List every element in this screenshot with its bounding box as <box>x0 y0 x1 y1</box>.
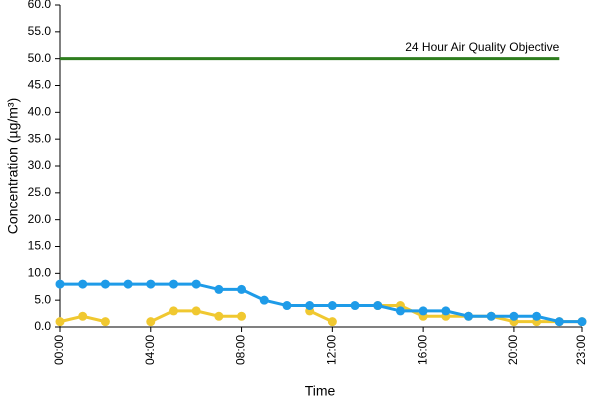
y-tick-label: 30.0 <box>28 158 52 172</box>
data-point <box>55 317 65 327</box>
y-tick-label: 40.0 <box>28 105 52 119</box>
data-point <box>350 301 360 311</box>
data-point <box>373 301 383 311</box>
y-tick-label: 15.0 <box>28 239 52 253</box>
data-point <box>78 311 88 321</box>
y-tick-label: 45.0 <box>28 78 52 92</box>
data-point <box>168 306 178 316</box>
data-point <box>237 284 247 294</box>
data-point <box>100 279 110 289</box>
data-point <box>259 295 269 305</box>
data-point <box>214 311 224 321</box>
data-point <box>282 301 292 311</box>
y-tick-label: 50.0 <box>28 51 52 65</box>
x-tick-label: 23:00 <box>574 335 588 365</box>
data-point <box>191 279 201 289</box>
data-point <box>327 317 337 327</box>
data-point <box>418 306 428 316</box>
data-point <box>395 306 405 316</box>
data-point <box>327 301 337 311</box>
y-tick-label: 20.0 <box>28 212 52 226</box>
data-point <box>509 311 519 321</box>
data-point <box>168 279 178 289</box>
y-tick-label: 35.0 <box>28 131 52 145</box>
data-point <box>123 279 133 289</box>
x-tick-label: 12:00 <box>325 335 339 365</box>
data-point <box>554 317 564 327</box>
x-tick-label: 08:00 <box>234 335 248 365</box>
data-point <box>100 317 110 327</box>
x-tick-label: 20:00 <box>506 335 520 365</box>
data-point <box>486 311 496 321</box>
data-point <box>214 284 224 294</box>
data-point <box>464 311 474 321</box>
x-tick-label: 00:00 <box>52 335 66 365</box>
data-point <box>441 306 451 316</box>
y-tick-label: 55.0 <box>28 24 52 38</box>
y-tick-label: 60.0 <box>28 0 52 11</box>
x-tick-label: 04:00 <box>143 335 157 365</box>
data-point <box>237 311 247 321</box>
y-tick-label: 0.0 <box>34 319 51 333</box>
x-axis-label: Time <box>305 383 336 399</box>
data-point <box>146 317 156 327</box>
data-point <box>55 279 65 289</box>
y-tick-label: 5.0 <box>34 292 51 306</box>
data-point <box>191 306 201 316</box>
data-point <box>78 279 88 289</box>
data-point <box>532 311 542 321</box>
y-tick-label: 10.0 <box>28 266 52 280</box>
series-label: 24 Hour Air Quality Objective <box>405 40 559 54</box>
y-tick-label: 25.0 <box>28 185 52 199</box>
x-tick-label: 16:00 <box>415 335 429 365</box>
data-point <box>577 317 587 327</box>
data-point <box>146 279 156 289</box>
y-axis-label: Concentration (µg/m³) <box>5 98 21 234</box>
data-point <box>305 301 315 311</box>
